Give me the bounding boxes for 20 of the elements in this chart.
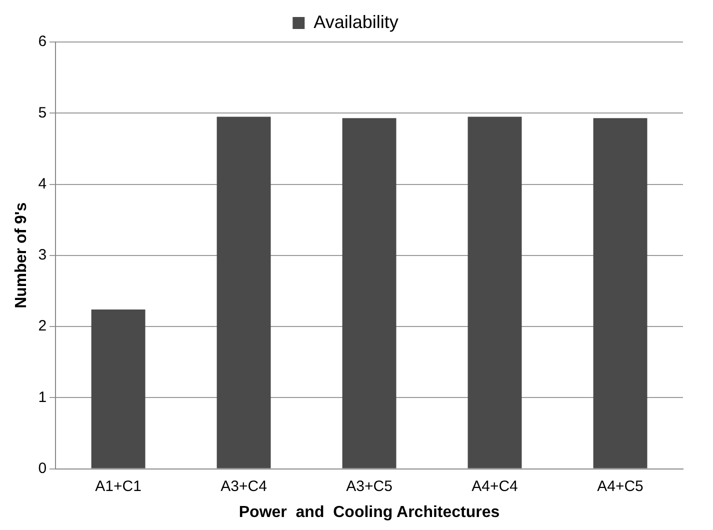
y-tick-label: 4 [38,175,47,192]
x-tick-label: A3+C5 [346,478,392,495]
bar [593,118,648,468]
y-tick-label: 6 [38,33,47,50]
y-axis-title: Number of 9's [13,202,30,308]
y-tick-label: 3 [38,246,47,264]
y-tick-label: 2 [38,318,47,335]
x-tick-label: A4+C5 [597,478,644,495]
bar [216,116,271,468]
y-tick-label: 5 [38,104,47,122]
bar [468,116,522,468]
bar [342,118,396,468]
y-tick-label: 1 [38,388,47,406]
y-tick-label: 0 [38,460,47,477]
bar [91,309,146,468]
x-axis-title: Power and Cooling Architectures [238,504,500,521]
x-tick-label: A4+C4 [472,478,518,495]
legend-label: Availability [314,12,398,32]
x-tick-label: A3+C4 [220,478,267,495]
x-tick-label: A1+C1 [95,478,142,495]
